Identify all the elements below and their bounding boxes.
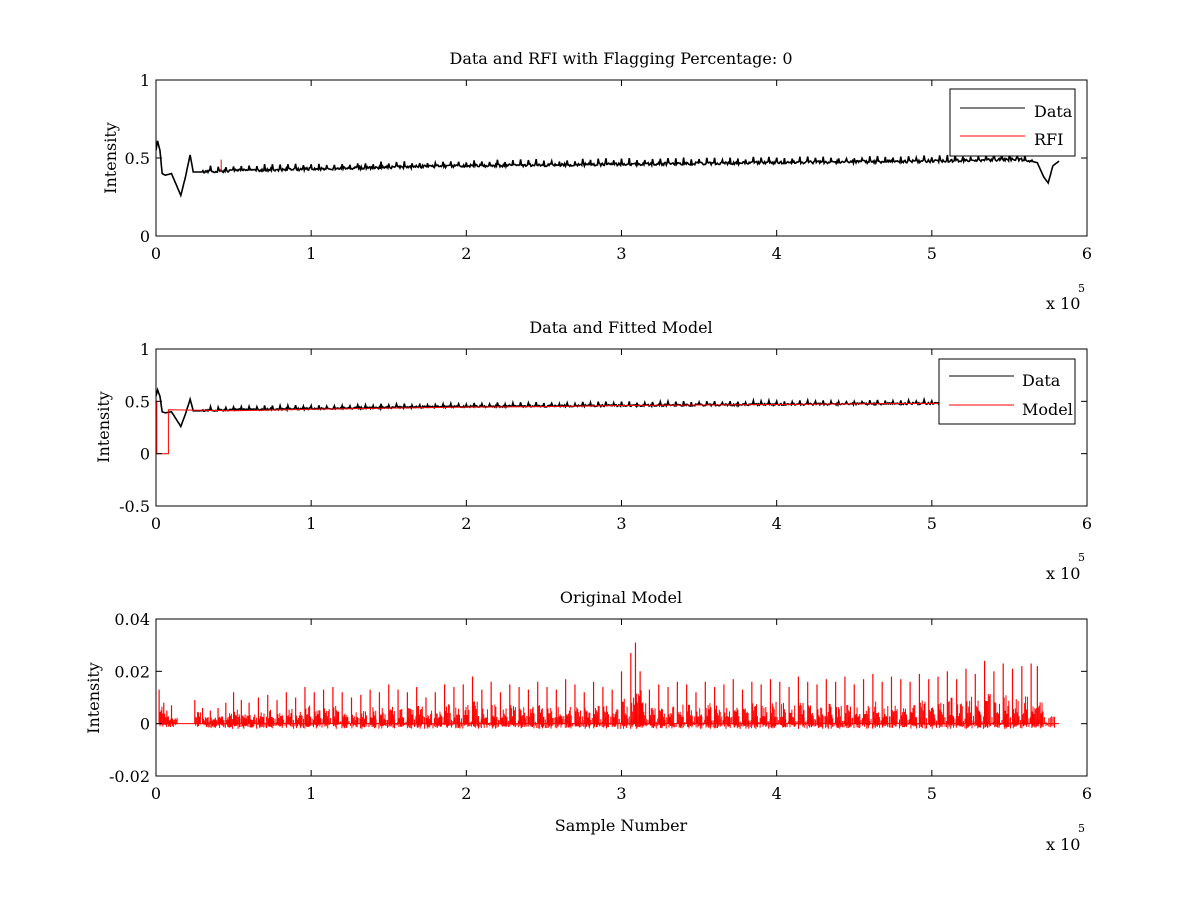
- x-tick-label: 5: [927, 514, 937, 533]
- series-group: [156, 386, 1060, 455]
- x-tick-label: 0: [151, 514, 161, 533]
- subplot-3-x-exponent: 5: [1078, 822, 1085, 835]
- x-tick-label: 5: [927, 244, 937, 263]
- subplot-2-legend-box: [938, 358, 1076, 425]
- subplot-1-legend: Data RFI: [949, 88, 1076, 157]
- x-tick-label: 3: [616, 244, 626, 263]
- x-tick-label: 1: [306, 244, 316, 263]
- x-tick-label: 2: [461, 514, 471, 533]
- subplot-2-x-multiplier: x 10: [1046, 564, 1080, 583]
- x-tick-label: 6: [1082, 784, 1092, 803]
- x-tick-label: 3: [616, 514, 626, 533]
- x-tick-label: 1: [306, 514, 316, 533]
- y-tick-label: 0: [140, 445, 150, 464]
- legend-label-rfi: RFI: [1034, 130, 1063, 149]
- subplot-2-title: Data and Fitted Model: [529, 318, 712, 337]
- subplot-1-x-multiplier: x 10: [1046, 294, 1080, 313]
- x-tick-label: 0: [151, 244, 161, 263]
- series-line-data: [156, 140, 1060, 198]
- x-tick-label: 2: [461, 784, 471, 803]
- subplot-3-x-multiplier: x 10: [1046, 835, 1080, 854]
- y-tick-label: 0.5: [125, 392, 150, 411]
- series-line-model: [156, 400, 1060, 455]
- legend-label-model: Model: [1022, 400, 1073, 419]
- series-group: [156, 642, 1060, 729]
- y-tick-label: 0: [140, 227, 150, 246]
- subplot-2-x-exponent: 5: [1078, 551, 1085, 564]
- subplot-1-x-exponent: 5: [1078, 282, 1085, 295]
- x-tick-label: 6: [1082, 244, 1092, 263]
- y-tick-label: 0.5: [125, 149, 150, 168]
- y-tick-label: 0.04: [114, 610, 150, 629]
- subplot-data-model: Data and Fitted Model Intensity 0 1 2 3 4 5 6 -…: [94, 318, 1092, 583]
- subplot-1-ticks: 0 1 2 3 4 5 6 0 0.5 1: [125, 71, 1093, 263]
- x-tick-label: 3: [616, 784, 626, 803]
- x-tick-label: 2: [461, 244, 471, 263]
- x-tick-label: 4: [772, 244, 782, 263]
- y-tick-label: 1: [140, 71, 150, 90]
- x-tick-label: 0: [151, 784, 161, 803]
- subplot-2-legend: Data Model: [938, 358, 1076, 425]
- x-tick-label: 6: [1082, 514, 1092, 533]
- subplot-3-plot-area: [155, 618, 1088, 777]
- series-group: [156, 140, 1060, 198]
- subplot-3-ylabel: Intensity: [84, 662, 103, 734]
- subplot-3-xlabel: Sample Number: [555, 816, 688, 835]
- legend-label-data: Data: [1034, 102, 1073, 121]
- x-tick-label: 4: [772, 514, 782, 533]
- subplot-1-legend-box: [949, 88, 1076, 157]
- y-tick-label: 1: [140, 340, 150, 359]
- x-tick-label: 4: [772, 784, 782, 803]
- subplot-original-model: Original Model Intensity 0 1 2 3 4 5 6-0.0200.…: [84, 588, 1092, 854]
- subplot-data-rfi: Data and RFI with Flagging Percentage: 0…: [101, 49, 1092, 313]
- y-tick-label: -0.02: [109, 767, 150, 786]
- x-tick-label: 1: [306, 784, 316, 803]
- subplot-2-ylabel: Intensity: [94, 391, 113, 463]
- y-tick-label: 0.02: [114, 662, 150, 681]
- y-tick-label: -0.5: [119, 497, 150, 516]
- y-tick-label: 0: [140, 715, 150, 734]
- subplot-3-title: Original Model: [560, 588, 682, 607]
- x-tick-label: 5: [927, 784, 937, 803]
- subplot-1-ylabel: Intensity: [101, 122, 120, 194]
- subplot-1-title: Data and RFI with Flagging Percentage: 0: [449, 49, 792, 68]
- legend-label-data-2: Data: [1022, 371, 1061, 390]
- subplot-2-ticks: 0 1 2 3 4 5 6-0.500.51: [119, 340, 1092, 533]
